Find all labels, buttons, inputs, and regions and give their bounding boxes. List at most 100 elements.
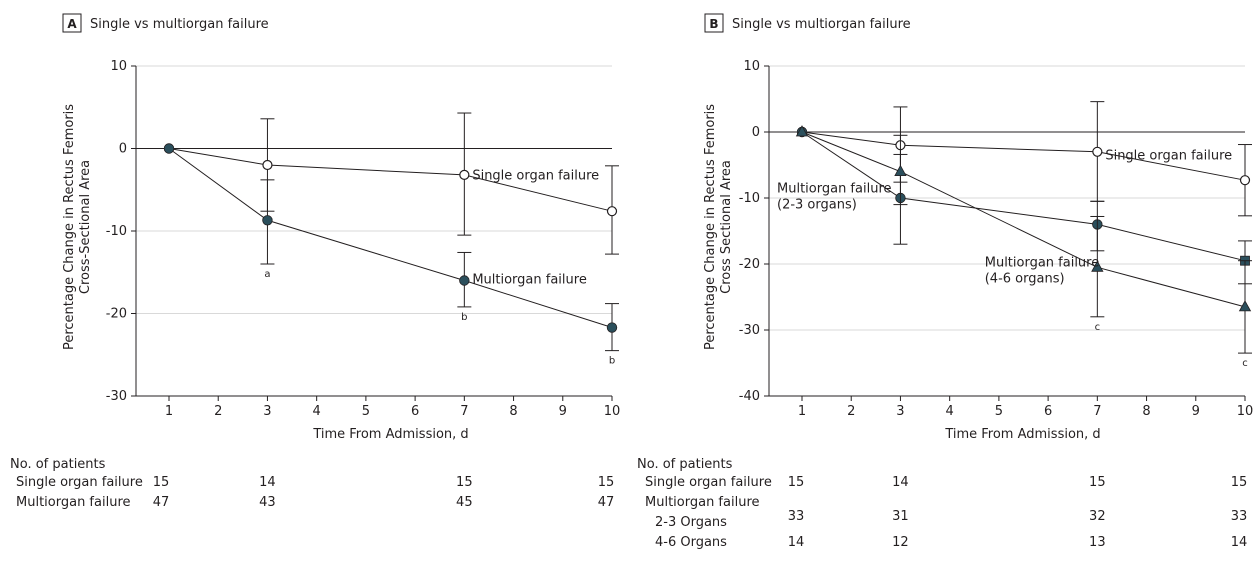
panel-b-series-3-significance-mark: c [1242,358,1248,369]
panel-a-series-2-point [459,275,470,286]
panel-b-patients-count: 33 [788,509,805,524]
panel-b-patients-title: No. of patients [637,457,733,472]
panel-b-x-tick-label: 3 [896,404,904,419]
panel-b-title: Single vs multiorgan failure [732,17,911,32]
panel-a-x-tick-label: 8 [509,404,517,419]
panel-b-patients-count: 15 [1089,475,1106,490]
panel-b-y-tick-label: 0 [752,125,760,140]
panel-a-series-2-point [262,215,273,226]
panel-b-x-tick-label: 8 [1142,404,1150,419]
panel-b-series-3-point [1091,260,1104,272]
panel-b-patients-count: 12 [892,535,909,550]
panel-a-y-tick-label: -10 [106,224,127,239]
panel-b-series-1-point [1092,146,1103,157]
panel-b-y-tick-label: -20 [739,257,760,272]
panel-b-patients-table: No. of patients Single organ failure 15 14… [637,457,1247,550]
panel-b-series-label: Single organ failure [1105,149,1232,164]
panel-a-x-tick-label: 2 [214,404,222,419]
panel-b-patients-count: 14 [1231,535,1248,550]
panel-a-patients-table: No. of patients Single organ failure 15 14… [10,457,614,510]
panel-b-x-tick-label: 1 [798,404,806,419]
panel-a-series-2-line [168,148,613,329]
panel-b-patients-count: 31 [892,509,909,524]
panel-b-series-3-point [894,164,907,177]
panel-b-x-tick-label: 7 [1093,404,1101,419]
panel-b-series-3-point [1238,300,1252,312]
panel-a-label-box [62,13,82,33]
panel-a-patients-row-label: Multiorgan failure [16,495,131,510]
panel-a-patients-count: 47 [153,495,170,510]
panel-a-y-tick-label: -20 [106,307,127,322]
panel-b-patients-count: 13 [1089,535,1106,550]
panel-b-label-box [704,13,724,33]
panel-a-label: A [67,17,77,31]
panel-b-x-tick-label: 6 [1044,404,1052,419]
panel-a-header: A Single vs multiorgan failure [62,13,269,33]
panel-a-x-tick-label: 5 [362,404,370,419]
panel-a-patients-count: 47 [598,495,615,510]
panel-a-series-label: Multiorgan failure [472,273,587,288]
panel-b-x-tick-label: 9 [1192,404,1200,419]
panel-b-ylabel-line2: Cross Sectional Area [719,160,734,294]
panel-a-patients-count: 43 [259,495,276,510]
panel-a-x-tick-label: 3 [263,404,271,419]
panel-b-series-2-line [801,131,1246,262]
panel-b-patients-row-label: 4-6 Organs [655,535,727,550]
panel-a-patients-row-label: Single organ failure [16,475,143,490]
panel-a-title: Single vs multiorgan failure [90,17,269,32]
panel-b-patients-row-label: Multiorgan failure [645,495,760,510]
panel-a-patients-count: 14 [259,475,276,490]
panel-b-xlabel: Time From Admission, d [944,427,1100,442]
panel-b-ylabel-line1: Percentage Change in Rectus Femoris [703,104,718,350]
panel-a-series-label: Single organ failure [472,169,599,184]
panel-a-series-1-point [262,159,273,171]
panel-b-y-tick-label: 10 [743,59,760,74]
panel-b-series-label: (2-3 organs) [777,198,857,213]
panel-a-series-2-significance-mark: b [609,356,615,367]
panel-b-y-tick-label: -40 [739,389,760,404]
panel-a-x-tick-label: 7 [460,404,468,419]
panel-b-patients-count: 15 [1231,475,1248,490]
panel-a-patients-count: 15 [598,475,615,490]
panel-b-label: B [709,17,718,31]
panel-b-series-label: Multiorgan failure [777,182,892,197]
panel-b-series-label: Multiorgan failure [985,255,1100,270]
panel-b-x-tick-label: 10 [1237,404,1254,419]
panel-a-ylabel-line1: Percentage Change in Rectus Femoris [62,104,77,350]
panel-b-x-tick-label: 5 [995,404,1003,419]
panel-a-series-2-significance-mark: a [264,269,270,280]
panel-b-header: B Single vs multiorgan failure [704,13,911,33]
panel-a-xlabel: Time From Admission, d [312,427,468,442]
panel-b-series-label: (4-6 organs) [985,271,1065,286]
panel-a-x-tick-label: 10 [604,404,621,419]
panel-b-patients-count: 14 [892,475,909,490]
panel-a-x-tick-label: 4 [313,404,321,419]
panel-a-y-tick-label: -30 [106,389,127,404]
panel-a-patients-count: 45 [456,495,473,510]
panel-a-series-1-line [168,148,613,212]
panel-a-patients-count: 15 [456,475,473,490]
panel-b-x-tick-label: 2 [847,404,855,419]
panel-b-y-tick-label: -10 [739,191,760,206]
panel-b-y-tick-label: -30 [739,323,760,338]
panel-a-x-tick-label: 9 [559,404,567,419]
panel-a-patients-title: No. of patients [10,457,106,472]
panel-a-ylabel-line2: Cross-Sectional Area [78,160,93,294]
panel-a-series-2-point [606,322,618,333]
panel-a-plot: 10 0 -10 -20 -30 1 2 3 4 5 6 7 8 9 10 a b b Single organ f… [106,59,621,419]
panel-a-series-2-significance-mark: b [461,312,467,323]
panel-b-patients-row-label: 2-3 Organs [655,515,727,530]
panel-a-series-1-point [606,206,618,217]
panel-a-x-tick-label: 6 [411,404,419,419]
panel-b-patients-count: 14 [788,535,805,550]
panel-b-series-3-significance-mark: c [1095,322,1101,333]
panel-b-series-3-line [801,131,1246,308]
panel-a-series-2-point [163,143,175,154]
panel-b-plot: 10 0 -10 -20 -30 -40 1 2 3 4 5 6 7 8 9 10 c c Single organ… [739,59,1254,419]
panel-b-series-3-point [795,125,809,137]
panel-b-series-1-line [801,131,1246,181]
panel-a-patients-count: 15 [153,475,170,490]
panel-a-y-tick-label: 10 [110,59,127,74]
panel-a-series-1-point [459,169,470,180]
